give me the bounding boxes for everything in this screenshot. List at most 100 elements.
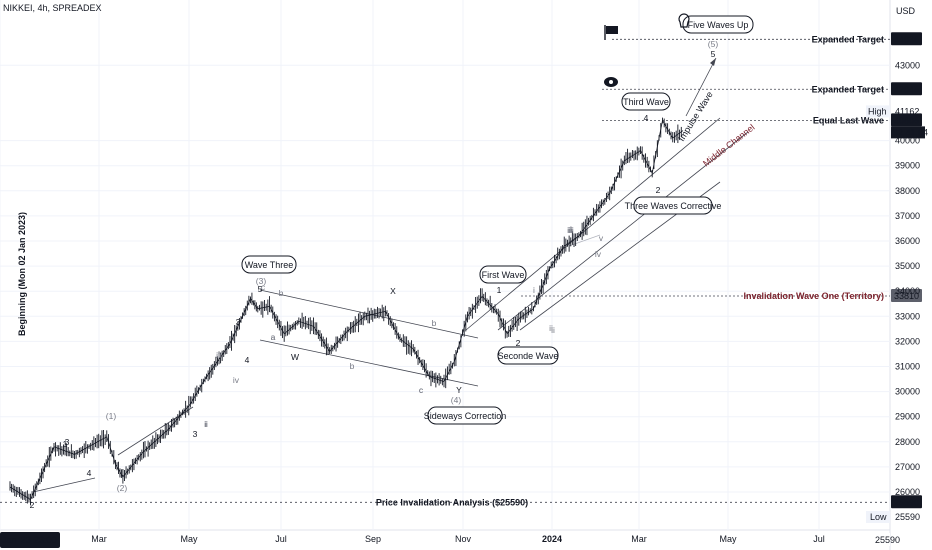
y-tick-label: 26000	[895, 487, 920, 497]
callout-box	[682, 15, 754, 34]
level-price-label: 33810	[894, 291, 919, 301]
wave-label: iii	[568, 225, 574, 235]
callout-text: Three Waves Corrective	[625, 201, 722, 211]
countdown-box	[891, 126, 925, 139]
level-price-label: 42045	[894, 84, 919, 94]
callout-text: Seconde Wave	[498, 351, 559, 361]
wave-label: (5)	[708, 39, 719, 49]
level-price-box	[891, 288, 922, 302]
x-tick-label: Jul	[275, 534, 287, 544]
wave-label: (2)	[117, 483, 128, 493]
callout-text: First Wave	[482, 270, 525, 280]
y-tick-label: 36000	[895, 236, 920, 246]
time-axis[interactable]: Mar May Jul Sep Nov 2024 Mar May Jul Jan '23 23:00…	[0, 532, 900, 548]
wave-label: iii	[216, 350, 222, 360]
y-tick-label: 43000	[895, 60, 920, 70]
y-tick-label: 32000	[895, 336, 920, 346]
wave-label: iv	[595, 249, 602, 259]
wave-label: i	[205, 419, 207, 429]
callout-text: Wave Three	[245, 260, 294, 270]
x-tick-label: Mar	[91, 534, 107, 544]
wave-label: 1	[63, 439, 68, 449]
low-label-box	[866, 511, 890, 523]
wave-label: X	[390, 286, 396, 296]
wave-label: c	[419, 385, 424, 395]
y-tick-label: 37000	[895, 211, 920, 221]
y-tick-label: 38000	[895, 186, 920, 196]
wave-label: 3	[236, 317, 241, 327]
callout-box	[633, 196, 713, 215]
end-label-box	[866, 533, 890, 546]
wave-label: 4	[245, 355, 250, 365]
projection-arrowhead	[710, 58, 716, 66]
wave-label: 5	[711, 49, 716, 59]
wave-label: i	[570, 224, 572, 234]
low-label: Low	[870, 512, 887, 522]
level-price-label: 44036	[894, 34, 919, 44]
wave-label: 5	[258, 284, 263, 294]
callout-box	[479, 265, 527, 284]
high-value: 41162	[895, 106, 919, 116]
level-price-label: 40805	[894, 115, 919, 125]
y-tick-label: 35000	[895, 261, 920, 271]
wave-label: b	[279, 288, 284, 298]
wave-label: iii	[567, 225, 573, 235]
wave-label: W	[291, 352, 299, 362]
level-price-label: 25590	[894, 497, 919, 507]
price-axis[interactable]: 26000 27000 28000 29000 30000 31000 32000 33000…	[895, 60, 920, 497]
x-tick-label: May	[180, 534, 198, 544]
x-tick-label: Nov	[455, 534, 472, 544]
wave-label: b	[432, 318, 437, 328]
callout-box	[621, 92, 671, 111]
wave-label: 4	[644, 113, 649, 123]
wave-label: 3	[65, 437, 70, 447]
callout-box	[497, 346, 559, 365]
channel-line	[259, 339, 479, 387]
channel-line	[259, 289, 479, 339]
level-label: Expanded Target	[812, 34, 884, 44]
channel-line	[32, 477, 96, 493]
level-price-box	[891, 495, 922, 509]
currency-label[interactable]: USD	[896, 6, 916, 16]
symbol-title: NIKKEI, 4h, SPREADEX	[3, 3, 102, 13]
x-tick-label: Sep	[365, 534, 381, 544]
callout-text: Sideways Correction	[424, 411, 507, 421]
wave-label: v	[599, 233, 604, 243]
finish-flag-icon-cloth	[606, 26, 618, 34]
callout-box	[427, 406, 503, 425]
wave-label: 2	[30, 500, 35, 510]
wave-label: 1	[497, 285, 502, 295]
eye-icon-pupil	[609, 80, 613, 84]
y-tick-label: 30000	[895, 387, 920, 397]
x-tick-label: Jul	[813, 534, 825, 544]
y-tick-label: 28000	[895, 437, 920, 447]
wave-label: ii	[549, 323, 553, 333]
callout-text: Third Wave	[623, 97, 669, 107]
price-series	[9, 117, 684, 506]
close-line	[9, 119, 684, 501]
wave-label: 2	[516, 338, 521, 348]
wave-label: (3)	[256, 276, 267, 286]
x-tick-label: May	[719, 534, 737, 544]
level-label: Invalidation Wave One (Territory)	[743, 291, 884, 301]
high-label-box	[866, 105, 890, 118]
side-label: Beginning (Mon 02 Jan 2023)	[17, 212, 27, 336]
level-label: Expanded Target	[812, 84, 884, 94]
x-tick-label: 2024	[542, 534, 562, 544]
wave-label: (4)	[451, 395, 462, 405]
wave-label: 3	[193, 429, 198, 439]
callout-box	[241, 255, 297, 274]
y-tick-label: 29000	[895, 412, 920, 422]
wave-label: a	[271, 332, 276, 342]
countdown-label: 02:41:04	[893, 127, 928, 137]
wave-label: ii	[204, 419, 208, 429]
y-tick-label: 40000	[895, 136, 920, 146]
wave-label: i	[533, 285, 535, 295]
level-price-box	[891, 82, 922, 96]
wave-label: b	[350, 361, 355, 371]
y-tick-label: 39000	[895, 161, 920, 171]
y-tick-label: 33000	[895, 311, 920, 321]
wave-label: c	[419, 385, 424, 395]
